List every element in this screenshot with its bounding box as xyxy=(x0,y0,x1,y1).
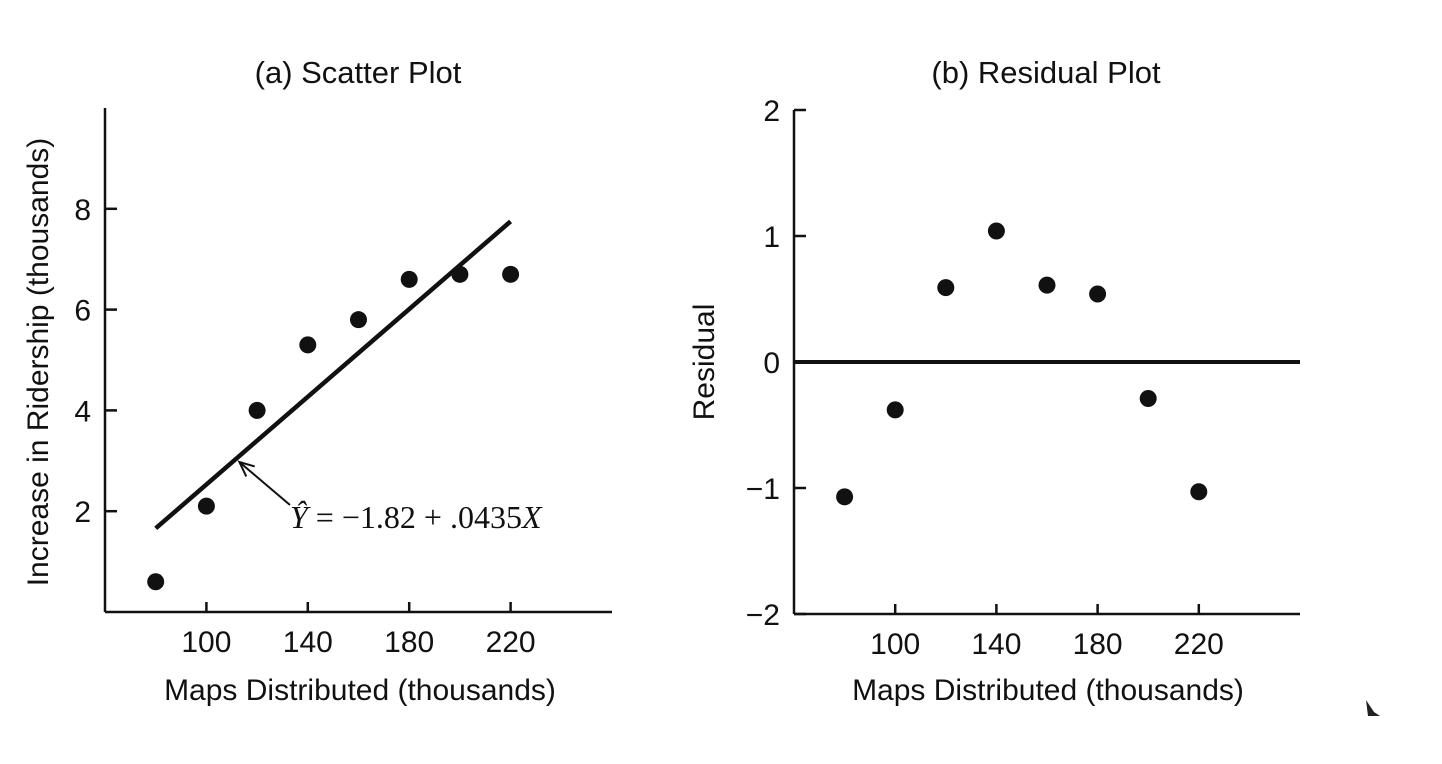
data-point xyxy=(836,488,854,506)
data-point xyxy=(1139,390,1157,408)
scatter-x-axis-label: Maps Distributed (thousands) xyxy=(164,674,556,707)
x-tick-label: 100 xyxy=(870,628,920,661)
x-tick-label: 140 xyxy=(971,628,1021,661)
residual-y-ticks: 2 1 0 −1 −2 xyxy=(746,95,806,632)
data-point xyxy=(299,336,317,354)
x-tick-label: 180 xyxy=(384,626,434,659)
scatter-y-ticks: 2 4 6 8 xyxy=(74,194,117,529)
y-tick-label: −1 xyxy=(746,473,780,506)
residual-plot-title: (b) Residual Plot xyxy=(931,55,1161,90)
x-tick-label: 100 xyxy=(181,626,231,659)
scatter-y-axis-label: Increase in Ridership (thousands) xyxy=(22,138,55,587)
data-point xyxy=(1089,285,1107,303)
data-point xyxy=(350,311,367,329)
data-point xyxy=(502,265,520,283)
data-point xyxy=(451,265,469,283)
equation-variable: X xyxy=(520,499,543,535)
data-point xyxy=(1038,276,1056,294)
y-tick-label: 4 xyxy=(74,395,91,428)
data-point xyxy=(987,222,1005,240)
y-tick-label: 2 xyxy=(74,496,91,529)
x-tick-label: 220 xyxy=(486,626,536,659)
data-point xyxy=(147,573,165,591)
residual-x-axis-label: Maps Distributed (thousands) xyxy=(852,674,1244,707)
scan-mark xyxy=(1366,700,1380,716)
residual-points xyxy=(836,222,1208,506)
y-hat-symbol: Ŷ xyxy=(290,499,311,535)
y-tick-label: 1 xyxy=(763,221,780,254)
data-point xyxy=(400,270,418,288)
data-point xyxy=(937,279,955,297)
data-point xyxy=(886,401,904,419)
scatter-x-ticks: 100 140 180 220 xyxy=(181,602,536,659)
data-point xyxy=(197,497,215,515)
data-point xyxy=(248,401,266,419)
x-tick-label: 180 xyxy=(1073,628,1123,661)
regression-equation: Ŷ = −1.82 + .0435X xyxy=(290,499,543,535)
y-tick-label: 0 xyxy=(763,347,780,380)
y-tick-label: 6 xyxy=(74,295,91,328)
scatter-plot-title: (a) Scatter Plot xyxy=(255,55,462,90)
residual-x-ticks: 100 140 180 220 xyxy=(870,604,1224,661)
residual-y-axis-label: Residual xyxy=(688,304,721,421)
scatter-plot-panel: (a) Scatter Plot 100 140 180 220 2 4 6 8 Ŷ = −… xyxy=(22,55,612,707)
annotation-arrow xyxy=(238,461,291,506)
data-point xyxy=(1190,483,1208,501)
regression-line xyxy=(154,219,513,531)
equation-body: = −1.82 + .0435 xyxy=(308,499,522,535)
scatter-points xyxy=(147,265,520,591)
y-tick-label: −2 xyxy=(746,599,780,632)
x-tick-label: 220 xyxy=(1174,628,1224,661)
x-tick-label: 140 xyxy=(283,626,333,659)
y-tick-label: 8 xyxy=(74,194,91,227)
y-tick-label: 2 xyxy=(763,95,780,128)
residual-plot-panel: (b) Residual Plot 100 140 180 220 2 1 0 −1 −2 M… xyxy=(688,55,1300,707)
annotation-arrowhead xyxy=(237,460,255,477)
equation-annotation: Ŷ = −1.82 + .0435X xyxy=(237,460,543,535)
